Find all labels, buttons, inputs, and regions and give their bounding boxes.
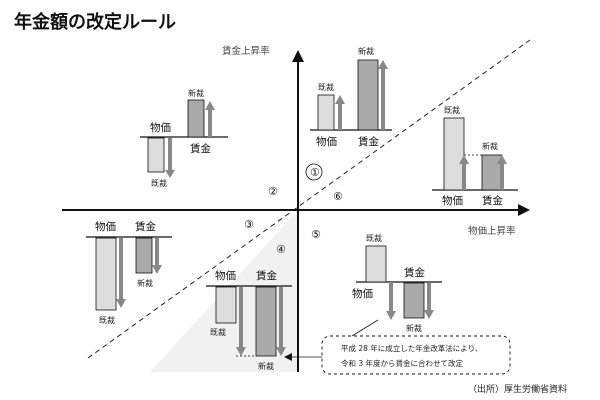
shinsai-bar <box>135 237 153 274</box>
down-arrow-icon <box>424 310 434 319</box>
group-bottom-center: 物価 賃金 既裁 新裁 <box>206 269 292 371</box>
shinsai-label: 新裁 <box>137 278 153 288</box>
callout-pointer <box>351 319 379 337</box>
up-arrow-icon <box>497 155 507 164</box>
chingin-label: 賃金 <box>404 266 425 279</box>
down-arrow-icon <box>276 347 286 356</box>
shinsai-bar <box>255 286 277 357</box>
note-callout <box>321 335 511 375</box>
chingin-label: 賃金 <box>358 135 379 148</box>
down-arrow-icon <box>236 347 246 356</box>
group-top-center: 既裁 新裁 物価 賃金 <box>310 46 392 148</box>
region-1-label: ① <box>310 166 320 179</box>
callout-arrow-icon <box>284 353 292 361</box>
down-arrow-icon <box>116 299 126 308</box>
kisai-bar <box>147 137 165 173</box>
note-line-1: 平成 28 年に成立した年金改革法により、 <box>341 343 482 353</box>
bukka-label: 物価 <box>95 220 116 233</box>
kisai-label: 既裁 <box>99 315 115 325</box>
up-arrow-icon <box>205 101 215 110</box>
kisai-bar <box>443 117 465 191</box>
diagonal-45-line <box>87 39 531 359</box>
kisai-bar <box>317 94 335 131</box>
kisai-label: 既裁 <box>318 82 334 92</box>
chingin-label: 賃金 <box>190 142 211 155</box>
group-right: 既裁 新裁 物価 賃金 <box>432 105 518 207</box>
note-line-2: 令和 3 年度から賃金に合わせて改定 <box>341 358 464 368</box>
region-2-label: ② <box>268 185 278 198</box>
bukka-label: 物価 <box>150 121 171 134</box>
y-axis-arrow-icon <box>292 50 304 62</box>
bukka-label: 物価 <box>316 135 337 148</box>
kisai-label: 既裁 <box>210 327 226 337</box>
x-axis-arrow-icon <box>518 204 530 216</box>
up-arrow-icon <box>335 95 345 104</box>
chingin-label: 賃金 <box>135 220 156 233</box>
shinsai-label: 新裁 <box>188 88 204 98</box>
kisai-label: 既裁 <box>151 178 167 188</box>
chingin-label: 賃金 <box>256 269 277 282</box>
region-5-label: ⑤ <box>311 228 321 241</box>
page-title: 年金額の改定ルール <box>14 11 176 33</box>
chingin-label: 賃金 <box>482 194 503 207</box>
y-axis-label: 賃金上昇率 <box>222 45 270 57</box>
region-6-label: ⑥ <box>333 190 343 203</box>
source-note: （出所）厚生労働省資料 <box>468 383 567 395</box>
group-left: 物価 賃金 既裁 新裁 <box>86 220 172 325</box>
kisai-label: 既裁 <box>366 233 382 243</box>
shinsai-bar <box>481 154 503 191</box>
shinsai-label: 新裁 <box>482 141 498 151</box>
shinsai-label: 新裁 <box>258 361 274 371</box>
shinsai-bar <box>403 282 425 319</box>
shinsai-label: 新裁 <box>358 46 374 56</box>
down-arrow-icon <box>152 265 162 274</box>
group-bottom-right: 既裁 物価 賃金 新裁 <box>352 233 442 333</box>
down-arrow-icon <box>165 170 175 178</box>
shinsai-bar <box>357 59 379 131</box>
x-axis-label: 物価上昇率 <box>468 225 516 237</box>
up-arrow-icon <box>378 60 388 69</box>
down-arrow-icon <box>386 311 396 320</box>
kisai-bar <box>365 245 387 283</box>
shinsai-label: 新裁 <box>406 323 422 333</box>
group-top-left: 物価 既裁 新裁 賃金 <box>140 88 228 188</box>
up-arrow-icon <box>459 155 469 164</box>
bukka-label: 物価 <box>215 269 236 282</box>
bukka-label: 物価 <box>442 194 463 207</box>
kisai-bar <box>215 286 237 324</box>
region-3-label: ③ <box>244 218 254 231</box>
shinsai-bar <box>187 99 205 138</box>
kisai-bar <box>95 237 117 311</box>
bukka-label: 物価 <box>352 287 373 300</box>
kisai-label: 既裁 <box>444 105 460 115</box>
region-4-label: ④ <box>276 243 286 256</box>
